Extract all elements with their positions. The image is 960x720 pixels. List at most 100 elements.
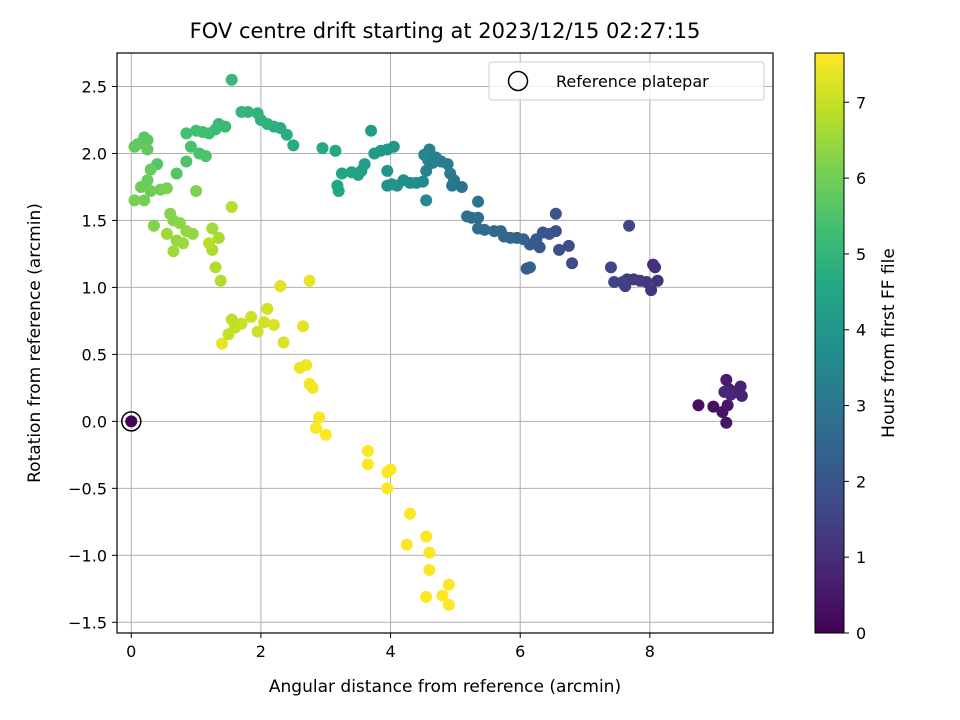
data-point bbox=[718, 385, 731, 398]
colorbar: 0 1 2 3 4 5 6 7 Hours from first FF file bbox=[814, 52, 899, 643]
data-point bbox=[523, 261, 536, 274]
data-point bbox=[186, 227, 199, 240]
y-tick-label: 2.5 bbox=[82, 77, 107, 96]
data-point bbox=[203, 237, 216, 250]
data-point bbox=[461, 210, 474, 223]
data-point bbox=[472, 195, 485, 208]
y-axis-label: Rotation from reference (arcmin) bbox=[25, 203, 45, 483]
colorbar-tick-label: 0 bbox=[856, 624, 866, 643]
data-point bbox=[319, 428, 332, 441]
data-point bbox=[144, 184, 157, 197]
y-tick-label: 0.5 bbox=[82, 345, 107, 364]
data-point bbox=[623, 219, 636, 232]
data-point bbox=[604, 261, 617, 274]
data-point bbox=[332, 184, 345, 197]
data-point bbox=[190, 124, 203, 137]
data-point bbox=[455, 180, 468, 193]
data-point bbox=[251, 325, 264, 338]
data-point bbox=[274, 280, 287, 293]
data-point bbox=[692, 399, 705, 412]
data-point bbox=[444, 167, 457, 180]
data-point bbox=[222, 328, 235, 341]
legend-entry: Reference platepar bbox=[556, 72, 709, 91]
x-axis-label: Angular distance from reference (arcmin) bbox=[269, 677, 621, 697]
colorbar-tick-label: 4 bbox=[856, 321, 866, 340]
data-point bbox=[128, 140, 141, 153]
colorbar-gradient bbox=[814, 52, 845, 634]
data-point bbox=[649, 261, 662, 274]
data-point bbox=[147, 219, 160, 232]
data-point bbox=[177, 237, 190, 250]
colorbar-label: Hours from first FF file bbox=[879, 248, 899, 438]
data-point bbox=[138, 194, 151, 207]
data-point bbox=[436, 589, 449, 602]
data-point bbox=[361, 444, 374, 457]
data-point bbox=[225, 73, 238, 86]
data-point bbox=[420, 164, 433, 177]
data-point bbox=[190, 184, 203, 197]
data-point bbox=[313, 411, 326, 424]
data-point bbox=[199, 150, 212, 163]
data-point bbox=[141, 143, 154, 156]
data-point bbox=[170, 167, 183, 180]
data-point bbox=[180, 127, 193, 140]
data-point bbox=[721, 399, 734, 412]
x-tick-label: 0 bbox=[126, 642, 136, 661]
y-tick-label: 1.0 bbox=[82, 278, 107, 297]
data-point bbox=[345, 166, 358, 179]
data-point bbox=[651, 274, 664, 287]
data-point bbox=[562, 239, 575, 252]
data-point bbox=[400, 538, 413, 551]
data-point bbox=[488, 225, 501, 238]
data-point bbox=[553, 243, 566, 256]
colorbar-tick-label: 5 bbox=[856, 245, 866, 264]
data-point bbox=[707, 400, 720, 413]
grid bbox=[117, 53, 773, 633]
data-point bbox=[361, 458, 374, 471]
data-point bbox=[316, 142, 329, 155]
data-point bbox=[173, 217, 186, 230]
y-tick-label: −1.5 bbox=[68, 613, 107, 632]
data-point bbox=[420, 194, 433, 207]
data-point bbox=[212, 231, 225, 244]
data-point bbox=[549, 207, 562, 220]
x-tick-label: 8 bbox=[645, 642, 655, 661]
data-point bbox=[329, 144, 342, 157]
data-point bbox=[258, 316, 271, 329]
colorbar-tick-label: 2 bbox=[856, 472, 866, 491]
x-tick-label: 4 bbox=[385, 642, 395, 661]
data-point bbox=[125, 415, 138, 428]
data-point bbox=[134, 180, 147, 193]
data-point bbox=[403, 507, 416, 520]
data-point bbox=[180, 155, 193, 168]
data-point bbox=[381, 164, 394, 177]
data-point bbox=[167, 245, 180, 258]
data-point bbox=[423, 546, 436, 559]
data-point bbox=[734, 380, 747, 393]
colorbar-ticks: 0 1 2 3 4 5 6 7 bbox=[844, 93, 866, 643]
y-tick-label: 2.0 bbox=[82, 144, 107, 163]
data-point bbox=[160, 227, 173, 240]
scatter-points bbox=[121, 73, 748, 611]
data-point bbox=[420, 530, 433, 543]
y-tick-label: −1.0 bbox=[68, 546, 107, 565]
data-point bbox=[616, 276, 629, 289]
x-tick-label: 2 bbox=[256, 642, 266, 661]
data-point bbox=[381, 482, 394, 495]
data-point bbox=[306, 381, 319, 394]
data-point bbox=[300, 359, 313, 372]
data-point bbox=[225, 201, 238, 214]
colorbar-tick-label: 6 bbox=[856, 169, 866, 188]
data-point bbox=[381, 179, 394, 192]
data-point bbox=[608, 276, 621, 289]
y-axis-ticks: −1.5 −1.0 −0.5 0.0 0.5 1.0 1.5 2.0 2.5 bbox=[68, 77, 117, 632]
data-point bbox=[472, 222, 485, 235]
data-point bbox=[235, 105, 248, 118]
data-point bbox=[720, 416, 733, 429]
data-point bbox=[303, 274, 316, 287]
data-point bbox=[206, 222, 219, 235]
y-tick-label: 0.0 bbox=[82, 412, 107, 431]
data-point bbox=[423, 564, 436, 577]
data-point bbox=[442, 598, 455, 611]
